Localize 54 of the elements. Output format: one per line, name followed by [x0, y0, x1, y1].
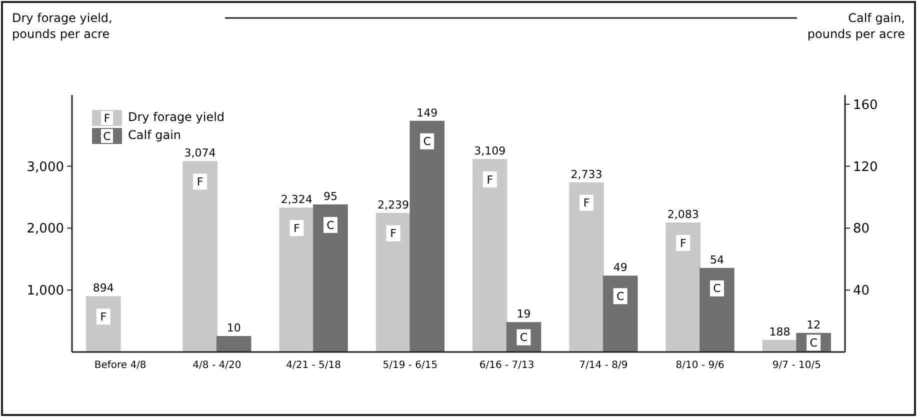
bar [86, 296, 121, 352]
data-label: 2,324 [280, 193, 312, 206]
y-tick-label: 3,000 [26, 160, 64, 175]
data-label: 2,239 [378, 198, 410, 212]
legend-label: Dry forage yield [128, 110, 225, 124]
y2-tick-label: 80 [853, 222, 870, 237]
y2-tick-label: 160 [853, 98, 878, 113]
text: C [616, 290, 624, 303]
x-tick-label: 9/7 - 10/5 [772, 360, 821, 371]
y-axis-title: Dry forage yield, pounds per acre [12, 11, 112, 41]
data-label: 3,109 [474, 144, 506, 158]
data-label: 95 [323, 190, 338, 203]
bar [216, 336, 252, 352]
data-label: 10 [226, 322, 241, 335]
bar [472, 158, 508, 352]
text: F [390, 227, 396, 240]
x-tick-label: 8/10 - 9/6 [676, 360, 724, 371]
data-label: 49 [613, 261, 628, 274]
data-label: 894 [92, 282, 114, 295]
text: F [486, 173, 494, 186]
y2-tick-label: 120 [853, 160, 878, 175]
text: F [104, 112, 110, 125]
x-tick-label: 4/8 - 4/20 [192, 360, 242, 371]
data-label: 2,083 [667, 208, 699, 222]
text: F [680, 236, 686, 250]
data-label: 3,074 [184, 146, 216, 160]
x-tick-label: 4/21 - 5/18 [286, 360, 342, 371]
data-label: 188 [769, 325, 790, 338]
bar [182, 161, 218, 352]
data-label: 19 [516, 308, 531, 321]
x-tick-label: 6/16 - 7/13 [479, 360, 534, 371]
data-label: 149 [416, 106, 438, 120]
text: F [196, 175, 204, 188]
data-label: 12 [806, 318, 821, 332]
data-label: 2,733 [570, 168, 602, 181]
x-tick-label: 5/19 - 6/15 [382, 360, 438, 371]
text: C [810, 336, 818, 350]
x-tick-label: 7/14 - 8/9 [579, 360, 628, 371]
y2-axis-title: Calf gain, pounds per acre [807, 11, 905, 41]
annotation: F [100, 310, 107, 324]
text: C [520, 331, 528, 344]
x-tick-label: Before 4/8 [94, 360, 146, 371]
bar [569, 182, 604, 352]
legend-label: Calf gain [128, 128, 182, 142]
data-label: 54 [710, 253, 724, 266]
text: C [423, 135, 431, 148]
annotation: C [326, 218, 335, 232]
y-tick-label: 2,000 [26, 222, 64, 237]
text: C [103, 130, 111, 143]
y2-tick-label: 40 [853, 284, 870, 299]
text: F [293, 222, 300, 235]
text: C [713, 282, 721, 296]
y-tick-label: 1,000 [26, 284, 64, 299]
text: F [583, 196, 590, 210]
